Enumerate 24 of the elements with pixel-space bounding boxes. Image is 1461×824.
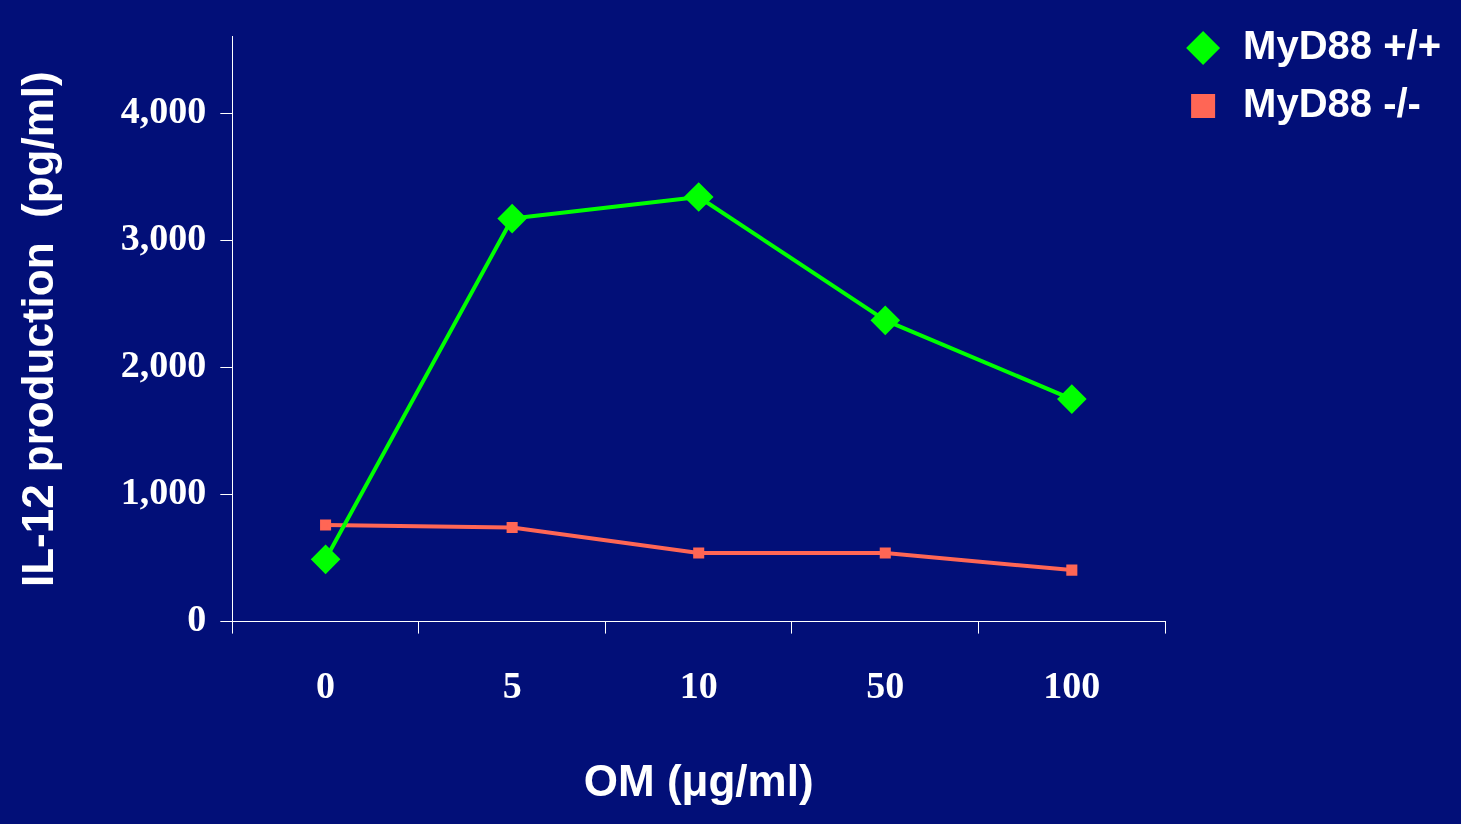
y-tick-label: 1,000 <box>120 470 207 513</box>
point <box>693 547 705 559</box>
x-axis-title: OM (μg/ml) <box>583 755 814 805</box>
point <box>1066 564 1078 576</box>
y-tick-label: 0 <box>187 597 207 640</box>
x-tick-label: 0 <box>316 664 336 707</box>
x-tick-label: 100 <box>1043 664 1101 707</box>
x-tick-label: 10 <box>679 664 718 707</box>
y-tick-label: 3,000 <box>120 216 207 259</box>
point <box>320 519 332 531</box>
point <box>871 306 900 335</box>
point <box>879 547 891 559</box>
x-tick-label: 50 <box>866 664 905 707</box>
x-tick-label: 5 <box>502 664 522 707</box>
y-tick-label: 4,000 <box>120 88 207 131</box>
point <box>311 545 340 574</box>
point <box>506 521 518 534</box>
point <box>498 204 527 233</box>
point <box>1057 385 1086 414</box>
point <box>684 182 713 211</box>
legend-label: MyD88 -/- <box>1243 81 1421 126</box>
y-tick-label: 2,000 <box>120 343 207 386</box>
y-axis-title: IL-12 production (pg/ml) <box>12 71 62 588</box>
legend-label: MyD88 +/+ <box>1243 23 1441 68</box>
